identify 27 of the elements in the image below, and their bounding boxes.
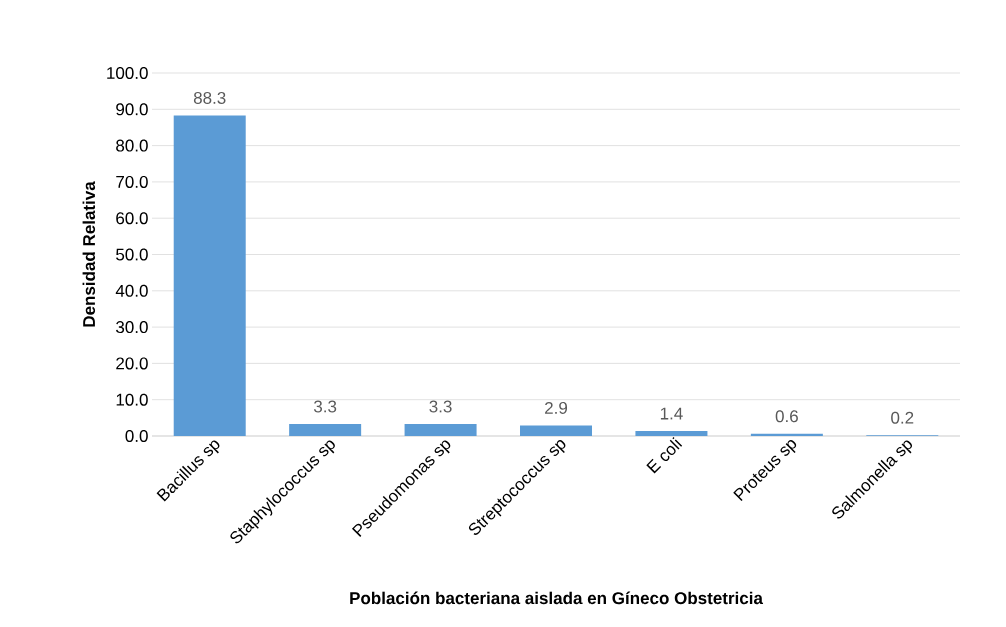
bar <box>635 430 708 436</box>
y-tick-label: 100.0 <box>107 66 148 80</box>
data-label: 88.3 <box>193 91 226 104</box>
bar <box>289 424 362 436</box>
data-label: 0.2 <box>891 411 914 424</box>
y-tick-label: 40.0 <box>115 284 148 297</box>
y-tick-label: 60.0 <box>116 212 148 225</box>
bar <box>173 115 246 436</box>
y-tick-label: 50.0 <box>116 248 148 261</box>
data-label: 0.6 <box>775 410 798 423</box>
y-tick-label: 90.0 <box>116 103 148 116</box>
y-tick-label: 20.0 <box>116 357 148 370</box>
x-tick-label: E coli <box>646 437 683 474</box>
data-label: 3.3 <box>313 400 337 413</box>
bar <box>404 424 477 436</box>
y-tick-label: 80.0 <box>116 139 148 152</box>
y-tick-label: 30.0 <box>116 321 148 334</box>
data-label: 1.4 <box>660 407 683 420</box>
y-tick-label: 70.0 <box>116 175 148 188</box>
x-axis-title: Población bacteriana aislada en Gíneco Obstetricia <box>350 591 764 605</box>
y-axis-title: Densidad Relativa <box>82 181 96 327</box>
y-tick-label: 10.0 <box>116 393 148 406</box>
data-label: 3.3 <box>429 400 452 413</box>
bar <box>750 433 823 436</box>
data-label: 2.9 <box>545 401 568 414</box>
y-tick-label: 0.0 <box>125 429 148 443</box>
bar <box>520 425 593 436</box>
